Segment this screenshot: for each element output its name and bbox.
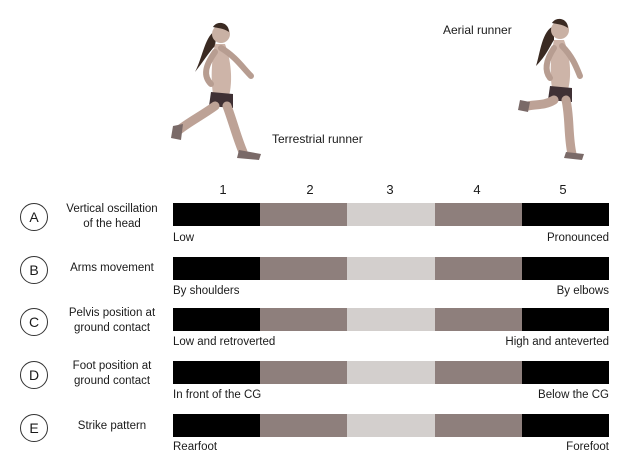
scale-bar [173,203,610,226]
bar-segment-3 [347,203,435,226]
scale-number-2: 2 [306,182,314,197]
bar-segment-1 [173,414,261,437]
row-e: E Strike pattern Rearfoot Forefoot [0,411,635,461]
bar-segment-3 [347,361,435,384]
left-end-label: By shoulders [173,285,240,297]
right-end-label: Below the CG [538,389,609,401]
scale-bar [173,414,610,437]
scale-bar [173,361,610,384]
right-end-label: By elbows [556,285,609,297]
row-letter: A [20,203,48,231]
aerial-runner-label: Aerial runner [443,23,512,37]
row-d: D Foot position at ground contact In fro… [0,358,635,408]
bar-segment-2 [260,414,348,437]
row-label-line1: Strike pattern [77,420,147,432]
row-letter: C [20,308,48,336]
bar-segment-5 [521,203,610,226]
bar-segment-3 [347,414,435,437]
bar-segment-2 [260,203,348,226]
row-letter: E [20,414,48,442]
bar-segment-2 [260,361,348,384]
row-a: A Vertical oscillation of the head Low P… [0,199,635,249]
row-label-line2: of the head [83,218,141,230]
bar-segment-4 [434,203,522,226]
bar-segment-2 [260,308,348,331]
bar-segment-5 [521,257,610,280]
row-label-line2: ground contact [73,375,151,387]
left-end-label: In front of the CG [173,389,262,401]
scale-number-3: 3 [386,182,394,197]
bar-segment-1 [173,203,261,226]
row-label-line1: Vertical oscillation [66,203,158,215]
bar-segment-4 [434,308,522,331]
row-letter: B [20,256,48,284]
row-letter: D [20,361,48,389]
row-label: Vertical oscillation of the head [56,202,168,232]
right-end-label: Forefoot [566,441,609,453]
row-label: Strike pattern [56,419,168,434]
scale-bar [173,308,610,331]
bar-segment-5 [521,308,610,331]
bar-segment-3 [347,257,435,280]
row-label-line2: ground contact [73,322,151,334]
right-end-label: High and anteverted [505,336,609,348]
scale-number-5: 5 [559,182,567,197]
scale-number-1: 1 [219,182,227,197]
scale-number-4: 4 [473,182,481,197]
aerial-runner-figure [518,18,584,160]
bar-segment-1 [173,308,261,331]
left-end-label: Low and retroverted [173,336,276,348]
row-b: B Arms movement By shoulders By elbows [0,253,635,303]
bar-segment-1 [173,361,261,384]
bar-segment-1 [173,257,261,280]
bar-segment-4 [434,257,522,280]
terrestrial-runner-label: Terrestrial runner [272,132,363,146]
row-label: Foot position at ground contact [56,359,168,389]
bar-segment-4 [434,414,522,437]
row-label-line1: Pelvis position at [68,307,156,319]
bar-segment-3 [347,308,435,331]
bar-segment-4 [434,361,522,384]
left-end-label: Rearfoot [173,441,218,453]
row-c: C Pelvis position at ground contact Low … [0,305,635,355]
row-label-line1: Foot position at [72,360,152,372]
left-end-label: Low [173,232,195,244]
bar-segment-5 [521,414,610,437]
scale-bar [173,257,610,280]
row-label: Pelvis position at ground contact [56,306,168,336]
bar-segment-5 [521,361,610,384]
terrestrial-runner-figure [171,22,261,160]
right-end-label: Pronounced [546,232,609,244]
row-label: Arms movement [56,261,168,276]
bar-segment-2 [260,257,348,280]
row-label-line1: Arms movement [70,262,154,274]
